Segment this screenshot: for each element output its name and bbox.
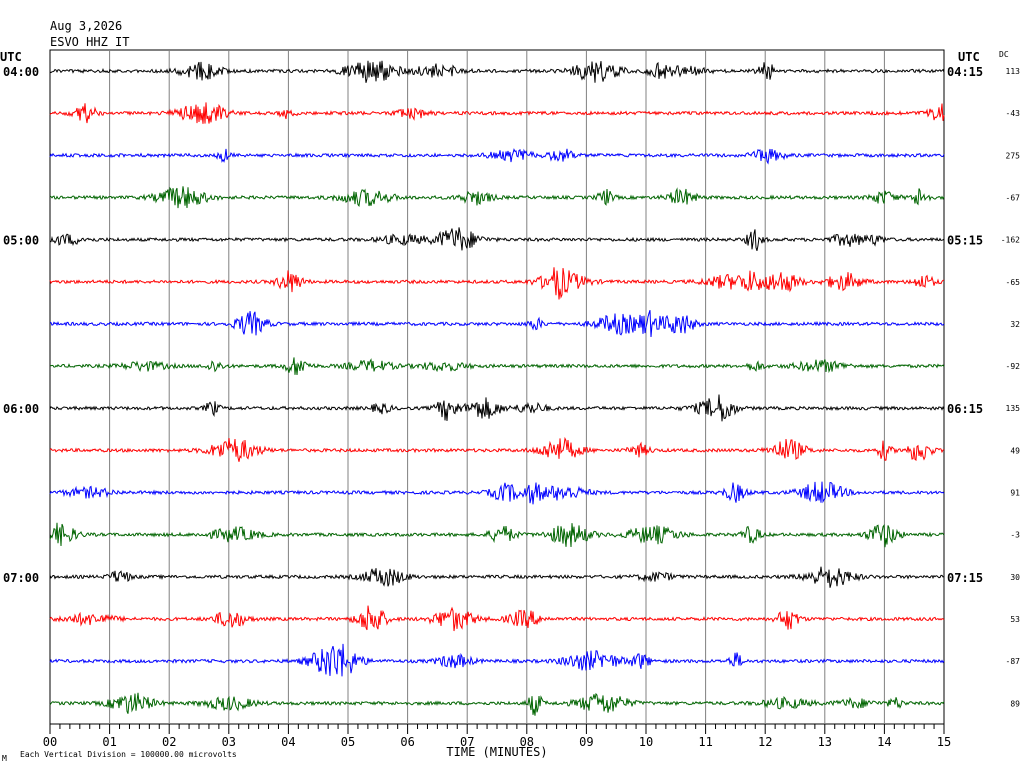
- time-label: 07:15: [947, 571, 983, 585]
- x-tick-label: 10: [639, 735, 653, 749]
- x-tick-label: 06: [400, 735, 414, 749]
- dc-offset-value: 49: [1010, 446, 1020, 455]
- x-axis-title: TIME (MINUTES): [446, 745, 547, 759]
- trace-row-3: [49, 148, 945, 165]
- x-tick-label: 05: [341, 735, 355, 749]
- date-label: Aug 3,2026: [50, 19, 122, 33]
- x-tick-label: 09: [579, 735, 593, 749]
- time-label: 06:15: [947, 402, 983, 416]
- dc-offset-value: -3: [1010, 531, 1020, 540]
- x-tick-label: 14: [877, 735, 891, 749]
- trace-row-10: [49, 436, 945, 462]
- corner-mark: M: [2, 754, 7, 763]
- station-label: ESVO HHZ IT: [50, 35, 129, 49]
- trace-row-11: [49, 481, 945, 505]
- utc-left-label: UTC: [0, 50, 22, 64]
- dc-offset-labels: 113 -43 275 -67 -162 -65 32 -92 135 49 91 -3 30 53 -87…: [1001, 67, 1020, 708]
- x-tick-label: 01: [102, 735, 116, 749]
- dc-offset-value: -67: [1006, 193, 1021, 202]
- time-label: 05:15: [947, 234, 983, 248]
- dc-offset-value: 135: [1006, 404, 1021, 413]
- trace-row-7: [49, 310, 945, 338]
- dc-offset-value: -43: [1006, 109, 1021, 118]
- dc-offset-value: 91: [1010, 489, 1020, 498]
- utc-right-label: UTC: [958, 50, 980, 64]
- dc-offset-value: -87: [1006, 657, 1021, 666]
- x-tick-label: 04: [281, 735, 295, 749]
- dc-offset-value: 32: [1010, 320, 1020, 329]
- x-tick-label: 13: [818, 735, 832, 749]
- dc-offset-value: 89: [1010, 699, 1020, 708]
- dc-offset-value: 275: [1006, 151, 1021, 160]
- plot-frame: [49, 49, 945, 725]
- trace-row-15: [49, 643, 945, 677]
- dc-offset-value: -65: [1006, 278, 1021, 287]
- dc-offset-value: 53: [1010, 615, 1020, 624]
- time-label: 04:15: [947, 65, 983, 79]
- x-tick-label: 08: [520, 735, 534, 749]
- hour-label: 06:00: [3, 402, 39, 416]
- x-tick-label: 07: [460, 735, 474, 749]
- vertical-grid: [109, 50, 885, 724]
- trace-row-16: [49, 692, 945, 716]
- x-tick-label: 02: [162, 735, 176, 749]
- dc-offset-value: -92: [1006, 362, 1021, 371]
- trace-row-2: [49, 102, 945, 124]
- right-time-labels: 04:15 05:15 06:15 07:15: [947, 65, 983, 585]
- x-tick-label: 12: [758, 735, 772, 749]
- x-tick-label: 00: [43, 735, 57, 749]
- dc-offset-value: 113: [1006, 67, 1021, 76]
- left-hour-labels: 04:00 05:00 06:00 07:00: [3, 65, 39, 585]
- x-tick-label: 11: [698, 735, 712, 749]
- trace-row-14: [49, 605, 945, 632]
- x-tick-label: 15: [937, 735, 951, 749]
- trace-row-12: [49, 522, 945, 548]
- trace-row-9: [49, 394, 945, 422]
- x-tick-label: 03: [222, 735, 236, 749]
- seismic-traces: [49, 60, 945, 716]
- x-axis: 00 01 02 03 04 05 06 07 08 09 10 11 12 13 14 15: [43, 724, 951, 749]
- hour-label: 04:00: [3, 65, 39, 79]
- dc-header-label: DC: [999, 50, 1009, 59]
- trace-row-5: [49, 227, 945, 251]
- scale-note: Each Vertical Division = 100000.00 micro…: [20, 750, 237, 759]
- hour-label: 07:00: [3, 571, 39, 585]
- trace-row-8: [49, 357, 945, 376]
- trace-row-4: [49, 186, 945, 209]
- trace-row-13: [49, 566, 945, 588]
- trace-row-1: [49, 60, 945, 83]
- dc-offset-value: 30: [1010, 573, 1020, 582]
- trace-row-6: [49, 267, 945, 300]
- hour-label: 05:00: [3, 234, 39, 248]
- dc-offset-value: -162: [1001, 236, 1020, 245]
